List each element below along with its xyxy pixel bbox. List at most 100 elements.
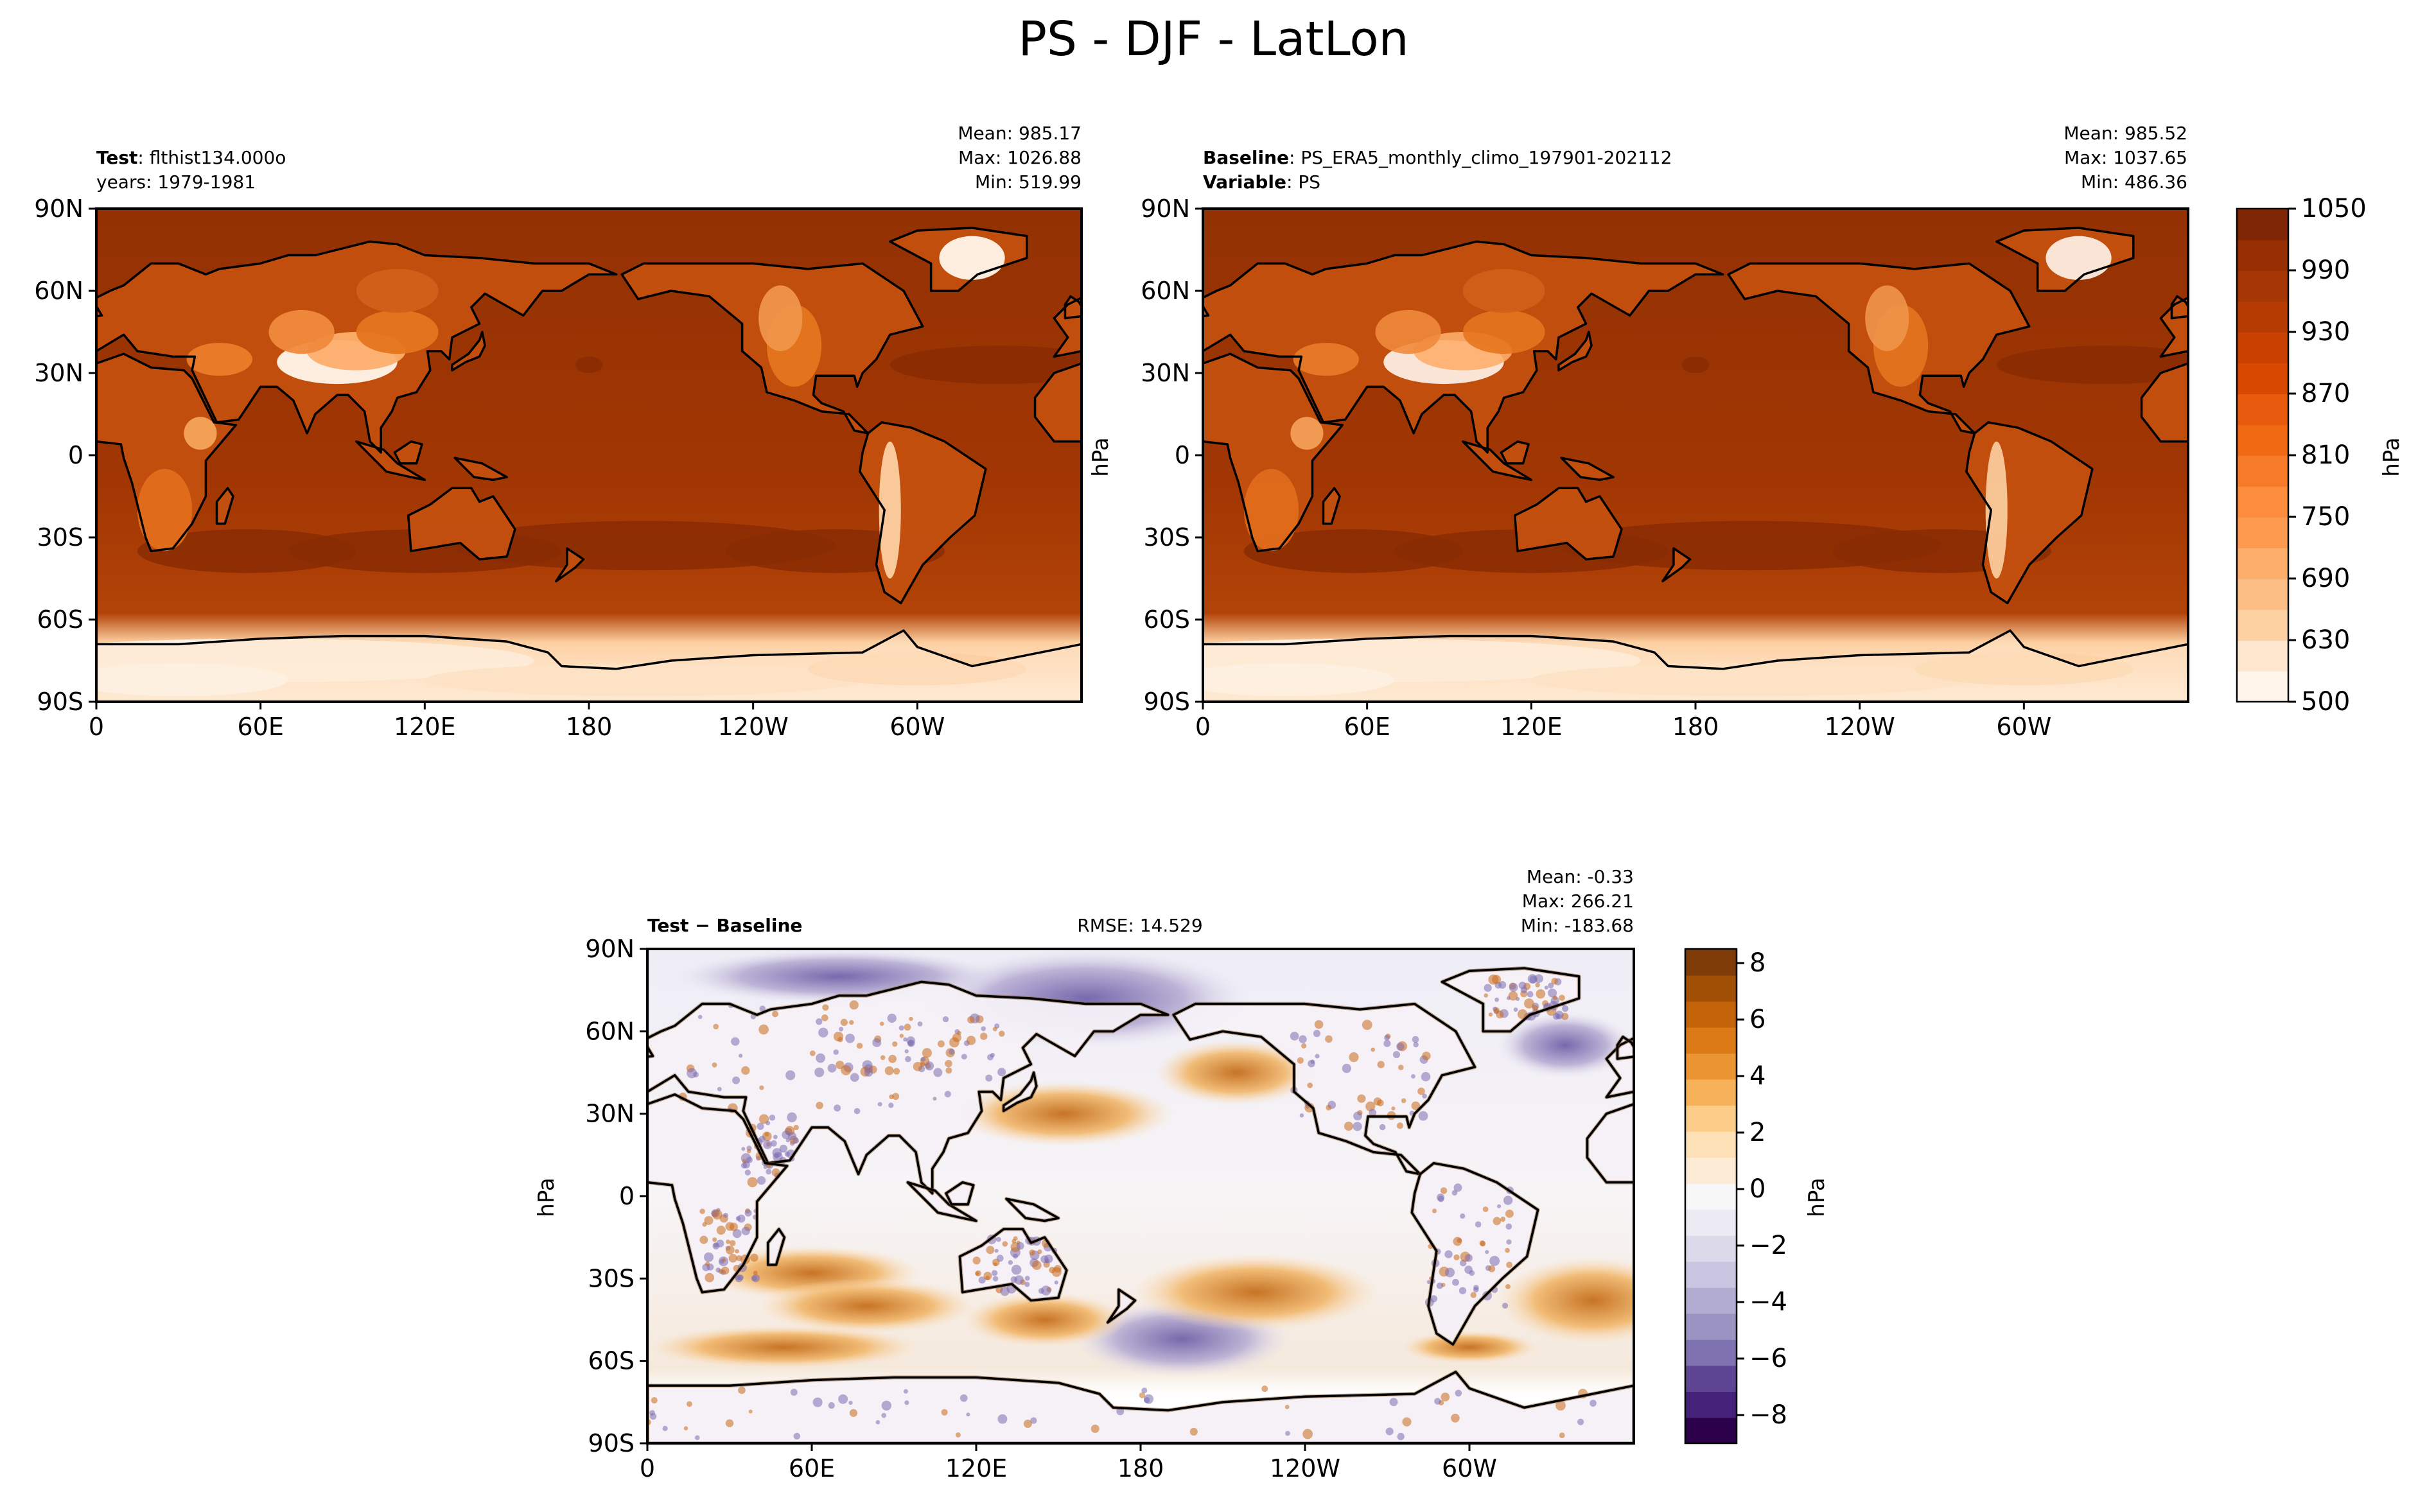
diff-stat-mean: Mean: -0.33	[1526, 866, 1634, 887]
diff-speckle	[1508, 991, 1518, 1001]
diff-speckle	[687, 1401, 692, 1407]
test-xtick-label: 180	[566, 713, 613, 741]
diff-speckle	[1418, 1111, 1428, 1121]
diff-speckle	[822, 1004, 829, 1011]
diff-speckle	[818, 1027, 828, 1038]
diff-speckle	[1552, 1012, 1560, 1020]
diff-speckle	[1488, 1012, 1493, 1017]
diff-speckle	[881, 1400, 891, 1411]
diff-speckle	[1527, 974, 1538, 984]
baseline-cbar-tick-label: 990	[2301, 256, 2350, 285]
test-elev-8	[137, 469, 193, 552]
diff-speckle	[920, 1057, 925, 1062]
diff-speckle	[993, 1262, 997, 1267]
diff-speckle	[942, 1016, 949, 1023]
diff-speckle	[712, 1210, 723, 1220]
diff-speckle	[1451, 1190, 1458, 1196]
diff-speckle	[729, 1240, 736, 1246]
diff-speckle	[838, 1394, 848, 1404]
diff-speckle	[925, 1061, 934, 1071]
test-elev-7	[184, 417, 217, 450]
diff-speckle	[1091, 1424, 1100, 1433]
diff-speckle	[809, 1050, 816, 1056]
diff-cbar-tick-label: 4	[1749, 1061, 1765, 1091]
diff-speckle	[1469, 1270, 1475, 1276]
diff-anomaly-4	[954, 1081, 1174, 1147]
diff-speckle	[1470, 1292, 1476, 1298]
test-ytick-label: 30N	[34, 359, 83, 387]
diff-speckle	[1357, 1094, 1366, 1103]
diff-speckle	[1452, 1278, 1459, 1286]
diff-speckle	[1310, 1059, 1315, 1064]
diff-ytick-label: 60N	[585, 1017, 635, 1045]
diff-speckle	[849, 1000, 859, 1010]
diff-speckle	[744, 1169, 751, 1176]
test-label-bold: Test	[96, 147, 138, 168]
diff-speckle	[735, 1274, 743, 1283]
diff-speckle	[957, 1030, 961, 1036]
diff-cbar-swatch	[1685, 1001, 1737, 1028]
test-stat-mean: Mean: 985.17	[958, 123, 1082, 144]
diff-speckle	[773, 1134, 778, 1140]
diff-speckle	[683, 1426, 688, 1430]
diff-speckle	[1044, 1254, 1053, 1264]
diff-speckle	[892, 1041, 898, 1047]
diff-speckle	[997, 1068, 1006, 1077]
diff-speckle	[966, 1412, 970, 1417]
diff-speckle	[1434, 1398, 1441, 1405]
diff-speckle	[1436, 1282, 1443, 1289]
baseline-cbar-swatch	[2237, 394, 2288, 425]
baseline-variable-text: PS	[1298, 171, 1320, 193]
diff-speckle	[1285, 1430, 1290, 1436]
test-coast-australia	[407, 487, 516, 560]
diff-cbar-tick-label: 0	[1749, 1174, 1765, 1204]
diff-speckle	[986, 1246, 995, 1255]
diff-speckle	[1496, 1204, 1502, 1208]
diff-speckle	[1430, 1295, 1438, 1303]
diff-speckle	[1024, 1282, 1030, 1287]
diff-speckle	[1457, 1238, 1462, 1244]
test-land-africa	[96, 354, 236, 552]
baseline-elev-10	[2046, 236, 2112, 280]
diff-speckle	[1023, 1420, 1032, 1429]
diff-speckle	[937, 1040, 945, 1048]
diff-speckle	[872, 1038, 882, 1047]
diff-speckle	[892, 1093, 900, 1100]
diff-speckle	[1485, 1249, 1489, 1255]
test-land-australia	[408, 488, 515, 560]
test-field	[96, 209, 1082, 702]
diff-speckle	[1535, 982, 1540, 987]
diff-speckle	[651, 1397, 658, 1404]
diff-speckle	[1031, 1260, 1042, 1271]
baseline-cbar-tick-label: 690	[2301, 564, 2350, 593]
diff-speckle	[738, 1386, 746, 1395]
baseline-frame	[1202, 207, 2189, 703]
baseline-elev-7	[1290, 417, 1324, 450]
diff-speckle	[741, 1147, 746, 1151]
test-stat-max: Max: 1026.88	[958, 147, 1082, 168]
diff-speckle	[1054, 1280, 1058, 1285]
diff-cbar-swatch	[1685, 1053, 1737, 1080]
baseline-variable-bold: Variable	[1203, 171, 1286, 193]
baseline-cbar-swatch	[2237, 671, 2288, 702]
baseline-coast-uk-wrap	[2170, 295, 2188, 320]
diff-land-australia	[959, 1229, 1067, 1301]
baseline-label: Baseline: PS_ERA5_monthly_climo_197901-2…	[1203, 147, 1672, 168]
baseline-high-4	[1996, 345, 2188, 385]
test-land-borneo	[394, 441, 423, 464]
diff-speckle	[716, 1225, 726, 1235]
diff-speckle	[1460, 1213, 1466, 1219]
diff-coast-greenland	[1441, 967, 1581, 1033]
diff-rmse: RMSE: 14.529	[1077, 915, 1203, 936]
diff-speckle	[1349, 1052, 1359, 1063]
diff-speckle	[717, 1086, 722, 1091]
diff-speckle	[1506, 1262, 1513, 1269]
diff-ytick-label: 30N	[585, 1100, 635, 1128]
diff-speckle	[904, 1400, 909, 1405]
diff-speckle	[941, 1409, 948, 1416]
diff-speckle	[1561, 1005, 1569, 1012]
diff-ytick-label: 30S	[588, 1264, 635, 1292]
baseline-cbar-label: hPa	[2379, 437, 2405, 476]
baseline-ylabel: hPa	[1088, 437, 1114, 476]
